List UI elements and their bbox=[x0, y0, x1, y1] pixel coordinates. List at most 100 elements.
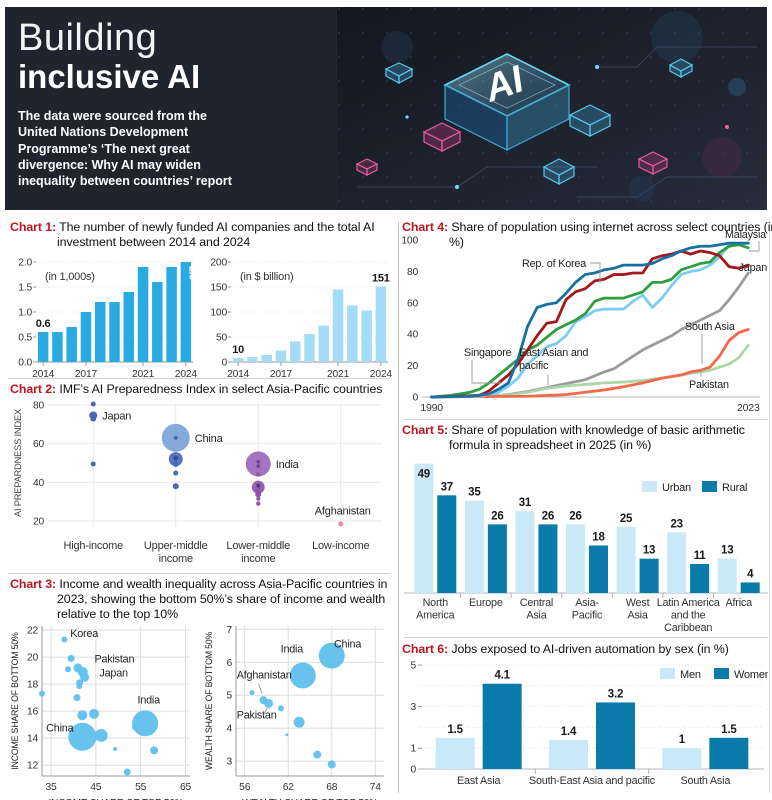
small-cubes bbox=[355, 58, 694, 185]
svg-text:3.2: 3.2 bbox=[608, 689, 623, 701]
svg-text:2021: 2021 bbox=[132, 369, 155, 380]
svg-text:20: 20 bbox=[33, 517, 45, 528]
svg-text:0.0: 0.0 bbox=[18, 358, 32, 369]
svg-text:(in $ billion): (in $ billion) bbox=[240, 271, 293, 283]
svg-text:1.5: 1.5 bbox=[18, 283, 32, 294]
svg-text:Rural: Rural bbox=[722, 482, 747, 494]
column-divider bbox=[398, 222, 399, 793]
svg-text:South-East Asia and pacific: South-East Asia and pacific bbox=[529, 775, 656, 787]
svg-text:22: 22 bbox=[27, 626, 39, 637]
svg-text:18: 18 bbox=[592, 532, 605, 544]
svg-text:East Asian and: East Asian and bbox=[519, 347, 588, 359]
svg-text:14: 14 bbox=[27, 734, 39, 745]
svg-text:1.4: 1.4 bbox=[561, 726, 577, 738]
svg-text:4: 4 bbox=[226, 724, 232, 735]
chart-2-bubble-svg: High-income Upper-middleincomeLower-middl… bbox=[13, 401, 382, 565]
svg-text:13: 13 bbox=[721, 545, 733, 557]
divider-4 bbox=[404, 637, 768, 638]
chart-3-number: Chart 3: bbox=[10, 577, 57, 591]
svg-text:Singapore: Singapore bbox=[464, 347, 512, 359]
svg-text:45: 45 bbox=[90, 782, 102, 793]
svg-text:Asia: Asia bbox=[627, 610, 647, 622]
chart-2-title-text: IMF’s AI Preparedness Index in select As… bbox=[59, 382, 383, 396]
svg-text:25: 25 bbox=[620, 513, 633, 525]
chart-3-title: Chart 3: Income and wealth inequality ac… bbox=[10, 577, 392, 622]
svg-text:Japan: Japan bbox=[99, 668, 128, 680]
svg-text:Pakistan: Pakistan bbox=[94, 654, 134, 666]
svg-text:7: 7 bbox=[226, 626, 232, 636]
chart-1-row: 0.0 0.5 1.0 1.5 2.0 2014 2017 2021 2024 0.6 2.0 (in… bbox=[10, 254, 392, 384]
circuit-lines bbox=[357, 46, 757, 198]
svg-text:Rep. of Korea: Rep. of Korea bbox=[522, 258, 586, 270]
svg-text:Afghanistan: Afghanistan bbox=[237, 670, 292, 682]
svg-text:Women: Women bbox=[734, 669, 768, 681]
svg-text:55: 55 bbox=[135, 782, 147, 793]
svg-text:2021: 2021 bbox=[327, 369, 350, 380]
svg-text:Lower-middle: Lower-middle bbox=[226, 540, 290, 552]
chart-1-title-text: The number of newly funded AI companies … bbox=[57, 220, 375, 250]
svg-text:40: 40 bbox=[33, 478, 45, 489]
svg-text:18: 18 bbox=[27, 680, 39, 691]
svg-text:62: 62 bbox=[283, 782, 295, 793]
svg-text:2024: 2024 bbox=[175, 369, 197, 380]
svg-text:60: 60 bbox=[33, 439, 45, 450]
svg-text:40: 40 bbox=[407, 330, 419, 341]
svg-text:0.6: 0.6 bbox=[36, 318, 51, 330]
header-text-block: Building inclusive AI The data were sour… bbox=[18, 17, 236, 189]
svg-text:Malaysia: Malaysia bbox=[725, 229, 766, 241]
chart-4-title-text: Share of population using internet acros… bbox=[449, 220, 772, 250]
svg-text:High-income: High-income bbox=[63, 540, 123, 552]
svg-text:Pakistan: Pakistan bbox=[237, 710, 277, 722]
header: AI Building inclusive AI The data were s… bbox=[5, 7, 767, 210]
svg-text:Japan: Japan bbox=[102, 411, 131, 423]
svg-text:Caribbean: Caribbean bbox=[664, 622, 712, 634]
svg-text:200: 200 bbox=[210, 258, 227, 269]
chart-5-section: Chart 5: Share of population with knowle… bbox=[402, 423, 768, 639]
chart-1-investment-svg: 0 50 100 150 200 2014 2017 2021 2024 10 151 (in $ b… bbox=[210, 258, 392, 381]
svg-text:20: 20 bbox=[27, 653, 39, 664]
chart-4-title: Chart 4: Share of population using inter… bbox=[402, 220, 772, 250]
svg-text:5: 5 bbox=[226, 691, 232, 702]
chart-6-title-text: Jobs exposed to AI-driven automation by … bbox=[451, 642, 729, 656]
chart-2-section: Chart 2: IMF’s AI Preparedness Index in … bbox=[10, 382, 392, 569]
svg-text:0: 0 bbox=[221, 358, 227, 369]
svg-text:80: 80 bbox=[407, 267, 419, 278]
divider-3 bbox=[404, 419, 768, 420]
svg-text:2014: 2014 bbox=[227, 369, 250, 380]
svg-text:11: 11 bbox=[694, 550, 707, 562]
page-title-line1: Building bbox=[18, 17, 158, 59]
svg-text:AI PREPARDNESS INDEX: AI PREPARDNESS INDEX bbox=[13, 409, 23, 517]
chart-6-section: Chart 6: Jobs exposed to AI-driven autom… bbox=[402, 642, 768, 799]
svg-text:Upper-middle: Upper-middle bbox=[144, 540, 208, 552]
svg-text:31: 31 bbox=[519, 497, 532, 509]
svg-text:65: 65 bbox=[180, 782, 192, 793]
chart-1-number: Chart 1: bbox=[10, 220, 57, 234]
svg-text:37: 37 bbox=[441, 482, 453, 494]
svg-text:1: 1 bbox=[679, 734, 686, 746]
svg-text:23: 23 bbox=[670, 519, 682, 531]
page-subtitle: The data were sourced from the United Na… bbox=[18, 109, 232, 189]
bokeh-decoration bbox=[381, 11, 746, 202]
svg-text:INCOME SHARE OF TOP 50%: INCOME SHARE OF TOP 50% bbox=[49, 798, 184, 800]
header-art: AI bbox=[337, 7, 767, 210]
svg-text:5: 5 bbox=[410, 661, 416, 672]
svg-text:10: 10 bbox=[232, 344, 244, 356]
svg-text:26: 26 bbox=[542, 511, 554, 523]
page-title-line2: inclusive AI bbox=[18, 57, 201, 95]
svg-text:Asia: Asia bbox=[526, 610, 546, 622]
chart-2-number: Chart 2: bbox=[10, 382, 57, 396]
svg-text:0.5: 0.5 bbox=[18, 333, 32, 344]
svg-text:Japan: Japan bbox=[739, 262, 768, 274]
svg-text:South Asia: South Asia bbox=[681, 775, 731, 787]
svg-text:26: 26 bbox=[491, 511, 503, 523]
svg-text:0: 0 bbox=[412, 393, 418, 404]
chart-3-income-svg: 35 45 55 65 12 14 16 18 20 22 Korea Pakistan Japan Ch… bbox=[10, 626, 192, 800]
svg-text:(in 1,000s): (in 1,000s) bbox=[45, 271, 95, 283]
svg-text:Urban: Urban bbox=[662, 482, 691, 494]
chart-6-title: Chart 6: Jobs exposed to AI-driven autom… bbox=[402, 642, 768, 657]
svg-text:China: China bbox=[46, 723, 73, 735]
svg-text:1: 1 bbox=[410, 744, 416, 755]
svg-text:4: 4 bbox=[747, 569, 754, 581]
svg-text:1990: 1990 bbox=[420, 402, 443, 414]
